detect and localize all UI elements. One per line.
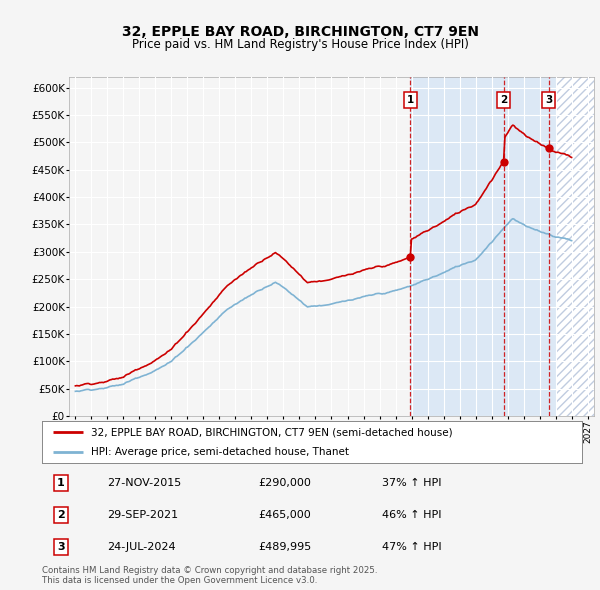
- Text: £465,000: £465,000: [258, 510, 311, 520]
- Text: 47% ↑ HPI: 47% ↑ HPI: [382, 542, 442, 552]
- Text: 3: 3: [57, 542, 65, 552]
- Text: 1: 1: [407, 95, 414, 105]
- Bar: [556, 77, 594, 416]
- Text: Price paid vs. HM Land Registry's House Price Index (HPI): Price paid vs. HM Land Registry's House …: [131, 38, 469, 51]
- Text: 29-SEP-2021: 29-SEP-2021: [107, 510, 178, 520]
- Bar: [410, 77, 556, 416]
- Text: 37% ↑ HPI: 37% ↑ HPI: [382, 478, 442, 488]
- Text: 27-NOV-2015: 27-NOV-2015: [107, 478, 181, 488]
- Text: 3: 3: [545, 95, 552, 105]
- Bar: [556, 77, 594, 416]
- Text: 46% ↑ HPI: 46% ↑ HPI: [382, 510, 442, 520]
- Text: 2: 2: [57, 510, 65, 520]
- Text: 24-JUL-2024: 24-JUL-2024: [107, 542, 175, 552]
- Text: 32, EPPLE BAY ROAD, BIRCHINGTON, CT7 9EN (semi-detached house): 32, EPPLE BAY ROAD, BIRCHINGTON, CT7 9EN…: [91, 427, 452, 437]
- Text: £489,995: £489,995: [258, 542, 311, 552]
- Text: £290,000: £290,000: [258, 478, 311, 488]
- Text: 2: 2: [500, 95, 507, 105]
- Text: 32, EPPLE BAY ROAD, BIRCHINGTON, CT7 9EN: 32, EPPLE BAY ROAD, BIRCHINGTON, CT7 9EN: [121, 25, 479, 39]
- Text: 1: 1: [57, 478, 65, 488]
- Text: Contains HM Land Registry data © Crown copyright and database right 2025.
This d: Contains HM Land Registry data © Crown c…: [42, 566, 377, 585]
- Text: HPI: Average price, semi-detached house, Thanet: HPI: Average price, semi-detached house,…: [91, 447, 349, 457]
